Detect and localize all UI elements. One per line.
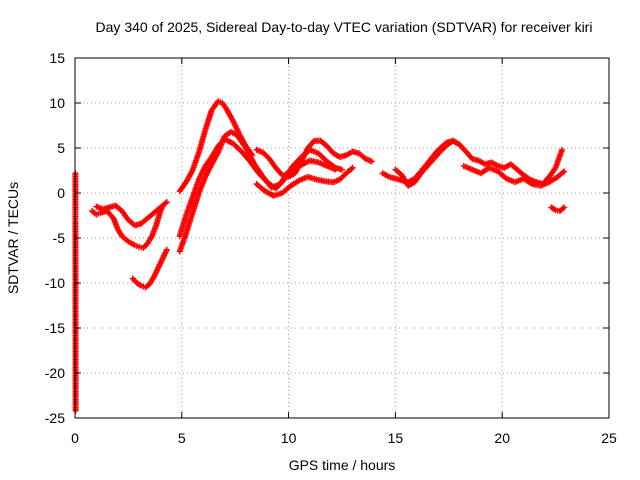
- x-axis-label: GPS time / hours: [289, 457, 396, 473]
- y-tick-label: 10: [49, 95, 65, 111]
- x-tick-label: 0: [71, 430, 79, 446]
- data-point: [162, 200, 169, 207]
- x-tick-label: 25: [601, 430, 617, 446]
- data-point: [348, 165, 355, 172]
- y-tick-label: -15: [45, 320, 65, 336]
- y-tick-label: -20: [45, 365, 65, 381]
- y-tick-label: 5: [57, 140, 65, 156]
- y-tick-label: 0: [57, 185, 65, 201]
- data-point: [559, 146, 566, 153]
- data-point: [72, 407, 79, 414]
- y-tick-label: 15: [49, 50, 65, 66]
- y-tick-label: -10: [45, 275, 65, 291]
- data-point: [559, 169, 566, 176]
- data-point: [368, 158, 375, 165]
- x-tick-label: 15: [388, 430, 404, 446]
- data-point: [163, 246, 170, 253]
- y-tick-label: -5: [53, 230, 66, 246]
- grid: [75, 58, 609, 418]
- data-point: [561, 204, 568, 211]
- data-point: [561, 168, 568, 175]
- data-point: [349, 164, 356, 171]
- x-tick-label: 20: [494, 430, 510, 446]
- axis-ticks: 0 5 10 15 20 25 15 10 5 0 -5 -10 -15 -20 -25: [45, 50, 617, 446]
- data-point: [339, 166, 345, 173]
- data-point: [163, 199, 170, 205]
- data-points: [72, 98, 568, 414]
- y-tick-label: -25: [45, 410, 65, 426]
- chart-title: Day 340 of 2025, Sidereal Day-to-day VTE…: [96, 19, 593, 35]
- y-axis-label: SDTVAR / TECUs: [5, 182, 21, 294]
- x-tick-label: 10: [281, 430, 297, 446]
- x-tick-label: 5: [178, 430, 186, 446]
